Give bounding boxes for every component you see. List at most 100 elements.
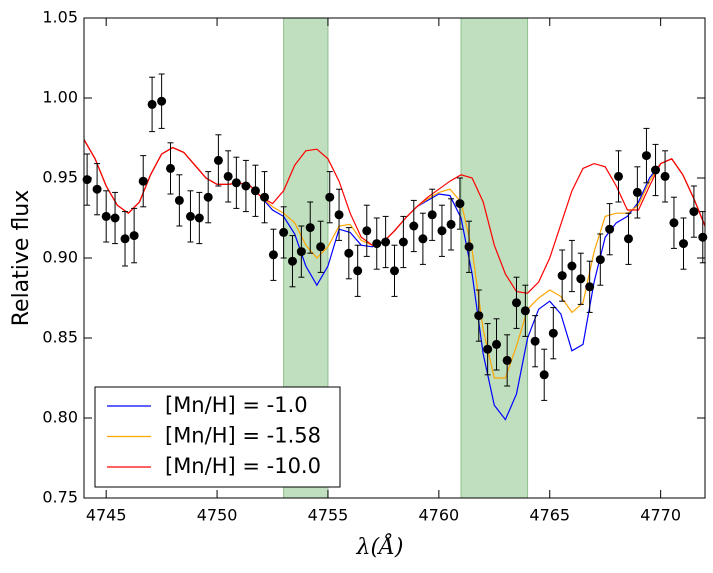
observed-point: [165, 163, 175, 173]
data-point: [464, 220, 474, 273]
observed-point: [381, 237, 391, 247]
observed-point: [548, 328, 558, 338]
data-point: [669, 196, 679, 249]
observed-point: [287, 256, 297, 266]
observed-point: [372, 239, 382, 249]
data-point: [689, 185, 699, 238]
data-point: [120, 211, 130, 267]
observed-point: [530, 336, 540, 346]
observed-point: [567, 261, 577, 271]
data-point: [194, 191, 204, 245]
data-point: [595, 233, 605, 286]
observed-point: [464, 242, 474, 252]
observed-point: [334, 210, 344, 220]
data-point: [296, 225, 306, 278]
data-point: [530, 315, 540, 368]
data-point: [398, 215, 408, 269]
data-point: [381, 215, 391, 269]
observed-point: [316, 242, 326, 252]
data-point: [455, 177, 465, 230]
data-point: [437, 204, 447, 257]
observed-point: [605, 224, 615, 234]
observed-point: [641, 151, 651, 161]
observed-point: [689, 207, 699, 217]
observed-point: [418, 234, 428, 244]
observed-point: [678, 239, 688, 249]
observed-point: [502, 355, 512, 365]
data-point: [446, 198, 456, 251]
observed-point: [398, 237, 408, 247]
data-point: [585, 260, 595, 313]
observed-point: [344, 248, 354, 258]
observed-point: [651, 165, 661, 175]
legend-label: [Mn/H] = -1.0: [165, 393, 308, 417]
data-point: [129, 207, 139, 264]
y-axis-label: Relative flux: [9, 190, 34, 327]
observed-point: [576, 274, 586, 284]
data-point: [305, 201, 315, 254]
data-point: [576, 252, 586, 305]
observed-point: [223, 171, 233, 181]
data-point: [418, 212, 428, 265]
legend-label: [Mn/H] = -1.58: [165, 424, 321, 448]
observed-point: [268, 250, 278, 260]
observed-point: [483, 344, 493, 354]
data-point: [641, 127, 651, 184]
observed-point: [474, 311, 484, 321]
data-point: [474, 289, 484, 342]
x-tick-label: 4770: [640, 506, 681, 525]
data-point: [223, 150, 233, 203]
x-axis-label: λ(Å): [356, 532, 404, 560]
observed-point: [147, 99, 157, 109]
data-point: [165, 142, 175, 195]
data-point: [157, 73, 167, 129]
data-point: [651, 143, 661, 197]
model-line: [83, 139, 706, 294]
x-tick-label: 4745: [86, 506, 127, 525]
observed-point: [585, 282, 595, 292]
data-point: [605, 203, 615, 256]
observed-point: [174, 195, 184, 205]
shaded-region: [460, 17, 529, 499]
observed-point: [203, 192, 213, 202]
data-point: [362, 204, 372, 257]
legend: [Mn/H] = -1.0 [Mn/H] = -1.58 [Mn/H] = -10.…: [94, 386, 341, 488]
observed-point: [305, 223, 315, 233]
data-point: [492, 318, 502, 371]
observed-point: [120, 234, 130, 244]
data-point: [250, 164, 260, 217]
data-point: [567, 239, 577, 293]
data-point: [698, 211, 708, 264]
legend-label: [Mn/H] = -10.0: [165, 454, 321, 478]
data-point: [101, 190, 111, 243]
x-tick-label: 4765: [529, 506, 570, 525]
observed-point: [446, 219, 456, 229]
observed-point: [110, 213, 120, 223]
observed-point: [101, 211, 111, 221]
observed-point: [194, 213, 204, 223]
data-point: [241, 159, 251, 213]
data-point: [260, 171, 270, 224]
y-tick-label: 0.85: [42, 328, 78, 347]
x-tick-label: 4755: [308, 506, 349, 525]
y-tick-label: 0.90: [42, 248, 78, 267]
data-point: [325, 171, 335, 224]
data-point: [502, 334, 512, 387]
observed-point: [250, 186, 260, 196]
data-point: [353, 244, 363, 297]
data-point: [539, 348, 549, 401]
data-point: [110, 191, 120, 245]
observed-point: [539, 370, 549, 380]
observed-point: [279, 227, 289, 237]
data-point: [185, 190, 195, 243]
observed-point: [669, 218, 679, 228]
y-tick-label: 1.00: [42, 88, 78, 107]
observed-point: [82, 175, 92, 185]
data-point: [316, 220, 326, 273]
data-point: [632, 166, 642, 219]
y-tick-label: 0.95: [42, 168, 78, 187]
observed-point: [623, 234, 633, 244]
observed-point: [595, 255, 605, 265]
data-point: [548, 307, 558, 360]
